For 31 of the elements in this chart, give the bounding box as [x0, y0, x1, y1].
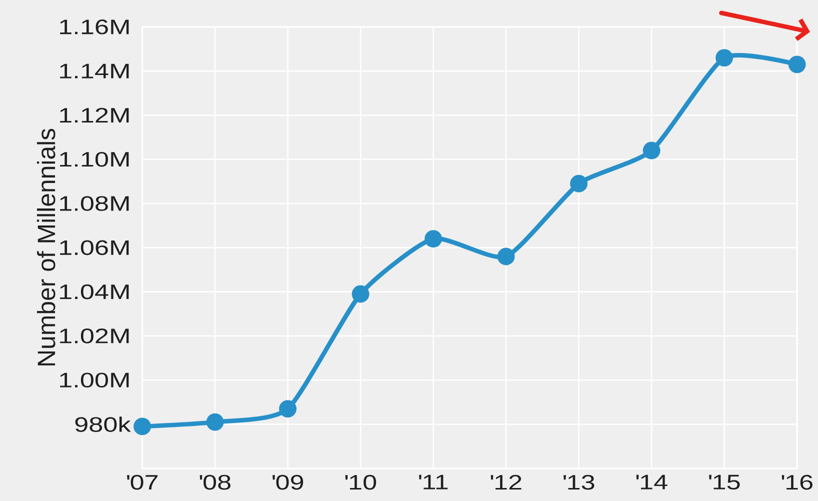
y-tick-label: 1.14M	[60, 64, 129, 78]
x-tick-label: '14	[636, 474, 668, 490]
x-tick-label: '13	[564, 474, 594, 490]
x-tick-label: '15	[709, 474, 740, 490]
point	[716, 48, 734, 66]
x-tick-label: '08	[200, 474, 230, 490]
point	[570, 174, 588, 192]
y-tick-label: 1.04M	[60, 284, 129, 300]
point	[424, 230, 442, 248]
y-tick-label: 1.16M	[60, 19, 129, 34]
point	[497, 248, 515, 266]
x-tick-label: '10	[345, 474, 376, 490]
x-tick-label: '16	[782, 474, 812, 490]
point	[134, 418, 152, 436]
x-tick-label: '09	[272, 474, 304, 490]
y-tick-label: 1.08M	[60, 196, 129, 211]
y-tick-label: 1.06M	[60, 240, 129, 255]
x-tick-label: '11	[419, 474, 448, 490]
y-tick-label: 1.10M	[60, 152, 129, 167]
y-tick-label: 1.02M	[60, 328, 129, 344]
point	[788, 56, 806, 74]
point	[642, 142, 660, 160]
point	[279, 400, 297, 418]
y-tick-label: 1.12M	[60, 108, 129, 122]
point	[206, 413, 224, 431]
x-tick-label: '12	[490, 474, 522, 490]
point	[352, 285, 370, 303]
x-tick-label: '07	[127, 474, 158, 490]
y-axis-title: Number of Millennials	[36, 128, 56, 366]
y-tick-label: 1.00M	[60, 372, 129, 388]
y-tick-label: 980k	[75, 416, 131, 432]
